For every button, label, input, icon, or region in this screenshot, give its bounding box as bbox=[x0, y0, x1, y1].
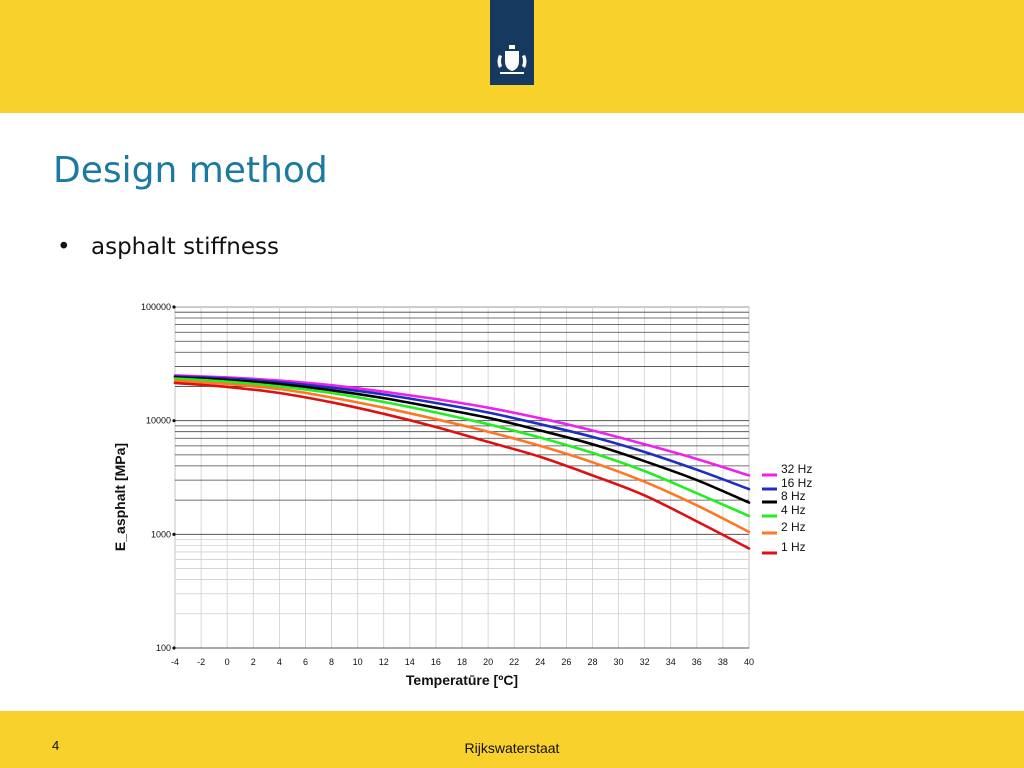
x-tick-label: 4 bbox=[277, 657, 282, 667]
x-tick-label: 36 bbox=[692, 657, 702, 667]
series-line-4-hz bbox=[173, 377, 751, 518]
x-tick-label: 38 bbox=[718, 657, 728, 667]
x-tick-label: 40 bbox=[744, 657, 754, 667]
series-line-16-hz bbox=[173, 375, 751, 491]
logo bbox=[490, 0, 534, 85]
series-line-2-hz bbox=[173, 379, 751, 534]
x-tick-label: 6 bbox=[303, 657, 308, 667]
x-tick-label: -2 bbox=[197, 657, 205, 667]
legend-label: 8 Hz bbox=[781, 489, 806, 503]
legend-label: 2 Hz bbox=[781, 520, 806, 534]
y-tick-mark bbox=[172, 532, 176, 536]
x-tick-label: 20 bbox=[483, 657, 493, 667]
x-tick-label: 22 bbox=[509, 657, 519, 667]
series-line-1-hz bbox=[173, 381, 751, 550]
royal-coat-of-arms-icon bbox=[497, 45, 527, 74]
legend-label: 32 Hz bbox=[781, 462, 812, 476]
legend-label: 16 Hz bbox=[781, 476, 812, 490]
y-tick-label: 1000 bbox=[151, 529, 171, 539]
bullet-item: • asphalt stiffness bbox=[57, 234, 279, 260]
page-number: 4 bbox=[52, 738, 60, 753]
x-tick-label: 2 bbox=[251, 657, 256, 667]
x-tick-label: 24 bbox=[535, 657, 545, 667]
x-tick-label: -4 bbox=[171, 657, 179, 667]
x-tick-label: 12 bbox=[379, 657, 389, 667]
slide-title: Design method bbox=[53, 150, 328, 191]
legend-label: 4 Hz bbox=[781, 503, 806, 517]
legend-label: 1 Hz bbox=[781, 540, 806, 554]
footer-band bbox=[0, 711, 1024, 768]
bullet-dot: • bbox=[57, 234, 71, 260]
y-tick-mark bbox=[172, 646, 176, 650]
x-tick-label: 8 bbox=[329, 657, 334, 667]
y-tick-label: 100 bbox=[156, 643, 171, 653]
y-tick-label: 100000 bbox=[141, 302, 171, 312]
organization-name: Rijkswaterstaat bbox=[464, 740, 560, 756]
x-tick-label: 0 bbox=[225, 657, 230, 667]
x-tick-label: 18 bbox=[457, 657, 467, 667]
x-tick-label: 10 bbox=[353, 657, 363, 667]
x-tick-label: 16 bbox=[431, 657, 441, 667]
y-axis-label: E_asphalt [MPa] bbox=[112, 443, 128, 551]
series-line-32-hz bbox=[173, 374, 751, 477]
x-axis-label: Temperatūre [ºC] bbox=[406, 672, 518, 688]
y-tick-mark bbox=[172, 305, 176, 309]
series-line-8-hz bbox=[173, 376, 751, 504]
y-tick-mark bbox=[172, 419, 176, 423]
x-tick-label: 26 bbox=[561, 657, 571, 667]
x-tick-label: 30 bbox=[614, 657, 624, 667]
bullet-text: asphalt stiffness bbox=[91, 234, 279, 260]
y-tick-label: 10000 bbox=[146, 416, 171, 426]
x-tick-label: 14 bbox=[405, 657, 415, 667]
x-tick-label: 28 bbox=[587, 657, 597, 667]
x-tick-label: 32 bbox=[640, 657, 650, 667]
x-tick-label: 34 bbox=[666, 657, 676, 667]
